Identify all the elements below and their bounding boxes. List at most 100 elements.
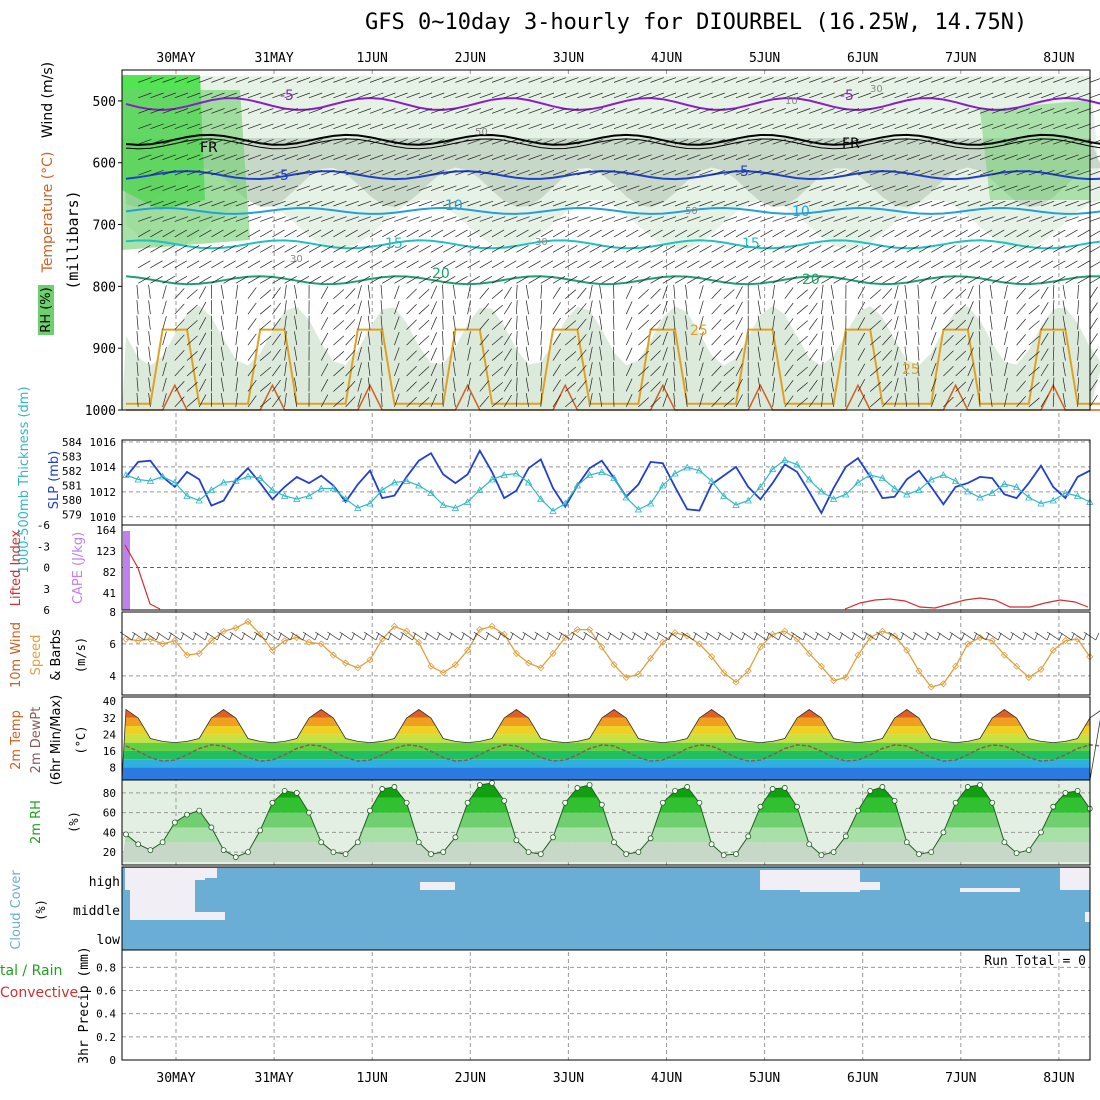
wind-barb: [589, 346, 593, 361]
wind-barb: [1016, 92, 1030, 99]
wind-barb: [626, 275, 639, 284]
wind-barb: [967, 378, 974, 392]
isotherm-minus5: [125, 170, 1100, 181]
rh-point: [598, 801, 605, 808]
temp-label1: 2m Temp: [9, 710, 24, 770]
rh-point: [964, 784, 971, 790]
wind-barb-10m: [961, 631, 974, 641]
wind-barb: [869, 382, 882, 392]
wind-barb: [220, 300, 224, 315]
rh-point: [891, 797, 898, 804]
wind-barb: [735, 185, 750, 191]
wind-barb: [455, 108, 469, 114]
precip-tick-0: 0: [109, 1054, 116, 1067]
wind-barb: [443, 108, 457, 114]
wind-barb: [296, 200, 311, 207]
wind-barb: [1028, 92, 1043, 99]
wind-barb: [1016, 275, 1029, 284]
wind-barb: [674, 92, 689, 99]
isotherm-minus5-upper: [125, 96, 1100, 112]
wind-barb: [772, 169, 786, 176]
wind-barb: [735, 332, 743, 346]
temp-tick-32: 32: [103, 712, 116, 725]
wind-barb-10m-flag: [473, 632, 477, 641]
wind-barb: [540, 275, 554, 284]
wind-barb-10m-flag: [705, 632, 709, 641]
wind-barb: [833, 123, 847, 130]
wind-barb: [599, 377, 603, 392]
wind-barb: [955, 229, 968, 238]
wind-barb: [357, 108, 372, 114]
wind-barb: [452, 362, 456, 377]
wind-barb: [577, 108, 591, 114]
wind-barb: [748, 169, 762, 176]
cloud-level-middle: middle: [73, 904, 120, 919]
wind-barb-10m: [754, 631, 767, 641]
slp-tick-1012: 1012: [90, 486, 117, 499]
wind-barb: [613, 275, 627, 284]
wind-barb: [369, 139, 384, 145]
wind-barb: [284, 108, 298, 114]
wind-barb: [638, 200, 652, 207]
wind-barb: [308, 260, 322, 269]
wind-barb: [503, 379, 512, 392]
temp-tick-8: 8: [109, 762, 116, 775]
wind-barb: [1065, 275, 1078, 284]
wind-barb: [894, 245, 907, 253]
wind-barb: [943, 396, 954, 408]
wind-barb: [613, 185, 628, 191]
wind-barb: [528, 260, 541, 269]
wind-barb: [906, 123, 921, 130]
wind-barb: [1004, 169, 1018, 176]
wind-barb: [357, 362, 362, 377]
wind-barb: [150, 245, 163, 253]
thickness-line-marker: [915, 486, 923, 493]
wind-barb: [369, 275, 383, 284]
wind-barb: [174, 77, 189, 83]
wind-barb: [394, 275, 407, 284]
wind-barb: [162, 260, 175, 269]
wind-barb: [491, 245, 505, 253]
wind-barb: [821, 331, 824, 346]
wind-barb: [1052, 361, 1055, 377]
wind-barb: [320, 301, 329, 315]
wind-barb: [796, 382, 808, 392]
wind-barb: [1040, 379, 1049, 392]
wind-barb: [1077, 331, 1080, 346]
wind-speed-marker: [830, 677, 838, 685]
wind-barb: [150, 123, 164, 130]
wind-barb-10m: [851, 631, 865, 641]
wind-barb: [1040, 333, 1049, 346]
wind-barb-10m: [888, 631, 901, 641]
wind-speed-marker: [695, 640, 703, 648]
wind-barb: [943, 275, 956, 284]
rh-tick-60: 60: [103, 807, 116, 820]
wind-barb: [235, 139, 250, 145]
wind-barb: [978, 300, 981, 315]
slp-label: SLP (mb): [47, 451, 62, 510]
wind-barb: [930, 316, 937, 330]
wind-barb: [516, 77, 530, 83]
wind-barb: [443, 92, 457, 99]
wind-barb: [272, 108, 286, 114]
wind-barb: [943, 185, 957, 191]
wind-barb: [504, 92, 518, 99]
wind-barb: [577, 216, 591, 222]
wind-barb: [186, 216, 201, 222]
wind-barb: [882, 169, 896, 176]
wind-barb: [162, 123, 176, 130]
wind-barb: [1062, 315, 1066, 330]
wind-barb-10m-flag: [143, 632, 148, 641]
wind-barb: [357, 123, 372, 130]
wind-barb: [796, 77, 811, 83]
rh-point: [769, 786, 776, 792]
wind-barb: [443, 245, 456, 253]
thickness-line-marker: [1061, 489, 1070, 496]
wind-barb: [943, 108, 957, 114]
wind-speed-marker: [268, 646, 276, 654]
wind-barb: [857, 108, 872, 114]
wind-barb: [1028, 154, 1043, 160]
wind-barb: [418, 260, 432, 269]
wind-barb: [989, 315, 993, 330]
wind-barb: [455, 123, 469, 130]
